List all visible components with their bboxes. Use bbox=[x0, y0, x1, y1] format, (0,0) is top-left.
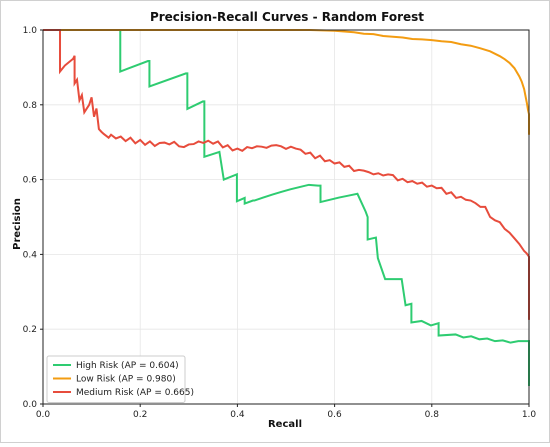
y-tick-label: 0.0 bbox=[23, 400, 38, 410]
axis-ticks: 0.0 0.2 0.4 0.6 0.8 1.0 0.0 0.2 0.4 0.6 0.8 1.0 bbox=[23, 26, 537, 420]
series-line-high-risk bbox=[43, 29, 530, 387]
chart-title: Precision-Recall Curves - Random Forest bbox=[150, 10, 424, 24]
y-tick-label: 0.4 bbox=[23, 250, 38, 260]
y-axis-title: Precision bbox=[12, 198, 23, 250]
plot-frame bbox=[42, 29, 530, 405]
x-tick-label: 0.0 bbox=[36, 410, 51, 420]
y-tick-label: 0.2 bbox=[23, 325, 37, 335]
x-tick-label: 0.2 bbox=[133, 410, 147, 420]
x-tick-label: 0.6 bbox=[327, 410, 342, 420]
x-tick-label: 0.4 bbox=[230, 410, 245, 420]
x-tick-label: 1.0 bbox=[522, 410, 537, 420]
legend: High Risk (AP = 0.604) Low Risk (AP = 0.9… bbox=[46, 355, 194, 403]
x-tick-label: 0.8 bbox=[425, 410, 440, 420]
y-tick-label: 1.0 bbox=[23, 26, 38, 36]
series-line-medium-risk bbox=[43, 29, 530, 320]
legend-box bbox=[46, 355, 186, 403]
legend-label-medium-risk: Medium Risk (AP = 0.665) bbox=[76, 388, 194, 398]
legend-label-high-risk: High Risk (AP = 0.604) bbox=[76, 361, 179, 371]
y-tick-label: 0.6 bbox=[23, 176, 38, 186]
x-axis-title: Recall bbox=[268, 419, 302, 430]
legend-label-low-risk: Low Risk (AP = 0.980) bbox=[76, 375, 176, 385]
y-tick-label: 0.8 bbox=[23, 101, 38, 111]
